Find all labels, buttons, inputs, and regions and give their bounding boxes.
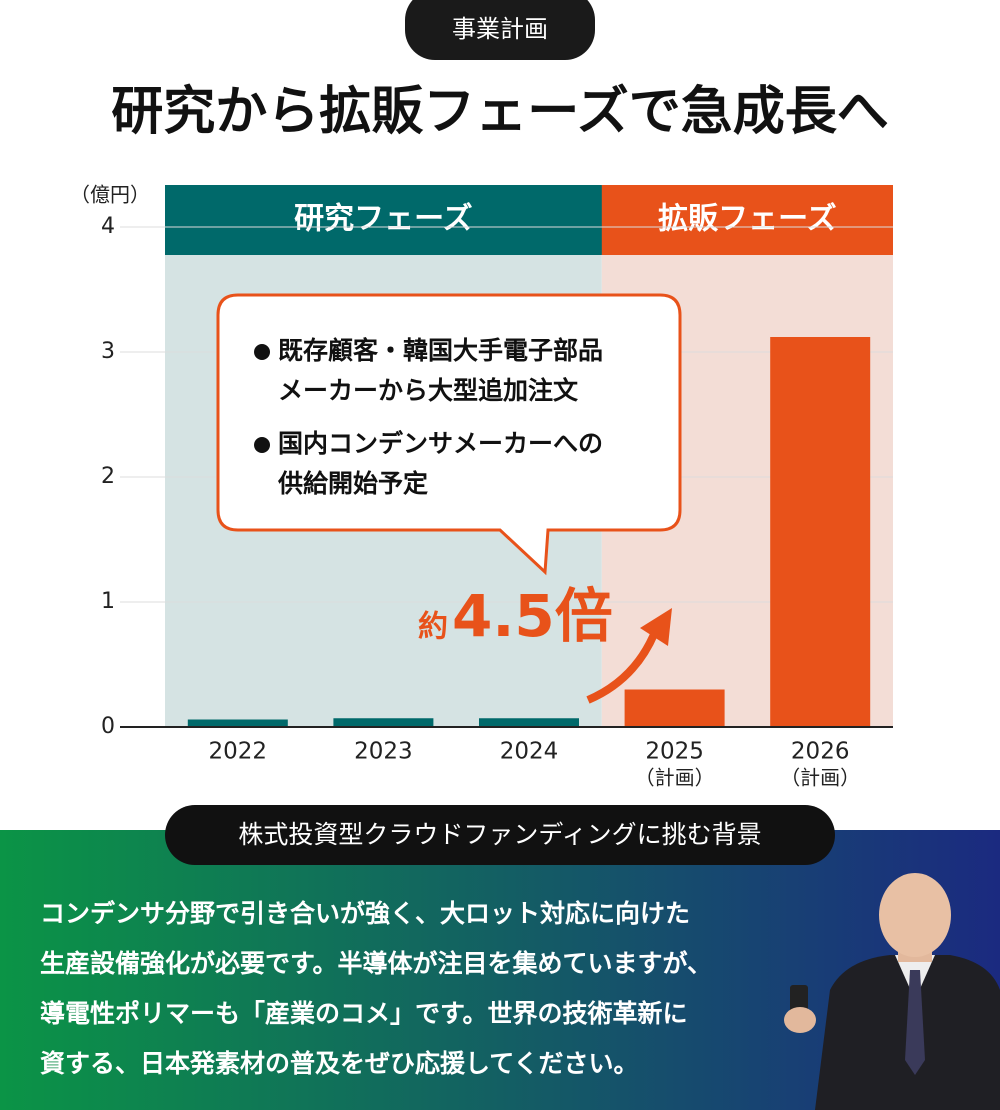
bar [770, 337, 871, 727]
phase-header [601, 185, 893, 255]
bar [187, 719, 288, 727]
x-tick-note: （計画） [635, 766, 715, 790]
person [784, 873, 1000, 1110]
callout-text: メーカーから大型追加注文 [278, 376, 579, 405]
callout-text: 供給開始予定 [277, 469, 428, 498]
y-tick-label: 1 [101, 589, 115, 614]
y-unit: （億円） [70, 183, 150, 207]
badge: 事業計画 [452, 15, 548, 43]
badge-bg [405, 0, 595, 60]
callout-box [216, 293, 682, 576]
bar [479, 718, 579, 727]
x-tick-note: （計画） [780, 766, 860, 790]
x-tick-label: 2022 [209, 739, 268, 765]
x-tick-label: 2025 [645, 739, 704, 765]
title: 研究から拡販フェーズで急成長へ [111, 82, 888, 142]
bullet [254, 344, 270, 360]
heading-bg [165, 805, 835, 865]
phase-label: 研究フェーズ [294, 202, 473, 237]
annotation-arrowhead [640, 608, 672, 646]
x-tick-label: 2024 [500, 739, 559, 765]
bar [333, 718, 434, 727]
background-line: 導電性ポリマーも「産業のコメ」です。世界の技術革新に [40, 999, 688, 1028]
annotation: 4.5倍 [452, 582, 613, 650]
bullet [254, 437, 270, 453]
x-tick-label: 2026 [791, 739, 850, 765]
background-line: 資する、日本発素材の普及をぜひ応援してください。 [40, 1049, 639, 1078]
annotation-prefix: 約 [418, 610, 448, 645]
y-tick-label: 2 [101, 464, 115, 489]
callout-text: 既存顧客・韓国大手電子部品 [278, 336, 603, 365]
phase-header [165, 185, 618, 255]
bar [624, 689, 725, 727]
x-tick-label: 2023 [354, 739, 413, 765]
y-tick-label: 3 [101, 339, 115, 364]
background-heading: 株式投資型クラウドファンディングに挑む背景 [238, 820, 761, 849]
phase-label: 拡販フェーズ [658, 202, 837, 237]
callout-text: 国内コンデンサメーカーへの [278, 429, 603, 458]
background-line: 生産設備強化が必要です。半導体が注目を集めていますが、 [40, 949, 712, 978]
background-line: コンデンサ分野で引き合いが強く、大ロット対応に向けた [40, 899, 690, 928]
annotation-arrow [586, 630, 659, 704]
background-text: コンデンサ分野で引き合いが強く、大ロット対応に向けた生産設備強化が必要です。半導… [40, 899, 712, 1078]
y-tick-label: 4 [101, 214, 115, 239]
y-tick-label: 0 [101, 714, 115, 739]
